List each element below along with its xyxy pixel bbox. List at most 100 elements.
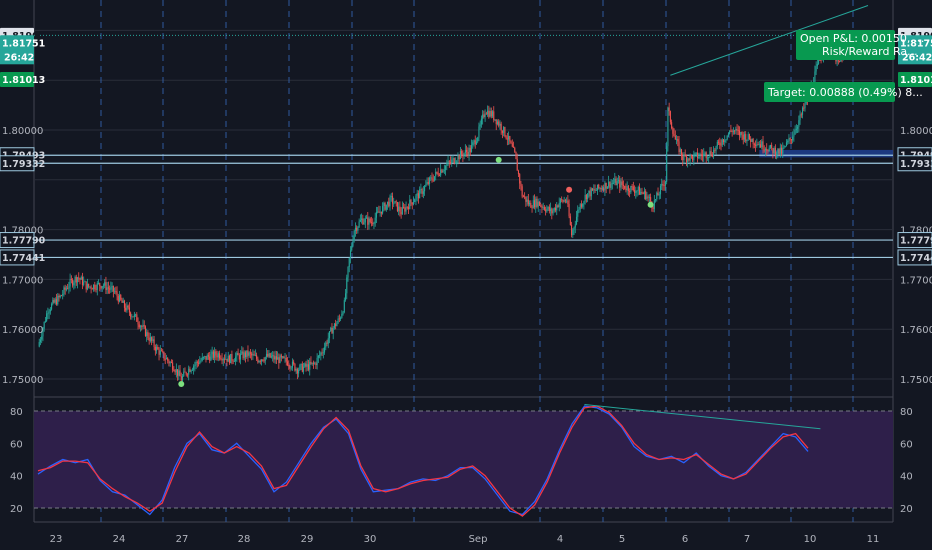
candle-body (600, 187, 602, 190)
candle-body (535, 198, 537, 208)
candle-body (162, 350, 164, 352)
candle-body (299, 365, 301, 371)
candle-body (149, 337, 151, 341)
candle-body (440, 169, 442, 176)
candle-body (138, 324, 140, 328)
candle-body (705, 152, 707, 159)
price-trend-line[interactable] (670, 5, 869, 76)
candle-body (514, 147, 516, 152)
y-tick-label-left: 1.77000 (2, 275, 43, 286)
x-tick-label: 23 (50, 534, 63, 545)
support-zone (759, 149, 893, 158)
candle-body (185, 372, 187, 375)
candle-body (571, 224, 573, 236)
y-tick-label-left: 1.76000 (2, 325, 43, 336)
candle-body (582, 204, 584, 207)
candle-body (794, 130, 796, 135)
candle-body (640, 191, 642, 195)
candle-body (767, 150, 769, 152)
candle-body (267, 353, 269, 357)
osc-tick-label-left: 60 (10, 439, 23, 450)
candle-body (304, 363, 306, 367)
candle-body (235, 356, 237, 362)
position-labels[interactable]: Open P&L: 0.00150, ...Risk/Reward Ra... T… (764, 30, 924, 102)
candle-body (563, 200, 565, 202)
target-box[interactable] (764, 82, 895, 102)
candle-body (237, 352, 239, 356)
candle-body (243, 352, 245, 359)
candle-body (668, 107, 670, 112)
candle-body (520, 183, 522, 187)
candle-body (153, 339, 155, 347)
candle-body (118, 294, 121, 302)
price-gridlines (34, 29, 893, 380)
candle-body (759, 144, 762, 148)
price-tag-right-border (897, 232, 932, 249)
candle-body (725, 139, 727, 141)
candle-body (466, 149, 468, 152)
candle-body (526, 199, 528, 202)
candle-body (432, 179, 434, 181)
candle-body (291, 361, 293, 368)
candle-body (650, 197, 652, 202)
candle-body (663, 185, 665, 186)
candle-body (636, 190, 638, 192)
candle-body (322, 352, 324, 354)
candle-body (305, 363, 307, 367)
candle-body (125, 307, 127, 311)
price-tag-left-border (0, 249, 35, 266)
candle-body (207, 355, 209, 357)
candle-body (818, 60, 820, 64)
candle-body (51, 304, 53, 310)
y-tick-label-right: 1.76000 (900, 325, 932, 336)
candle-body (256, 355, 258, 359)
candle-body (787, 141, 789, 143)
candle-body (758, 144, 760, 146)
candle-body (81, 277, 84, 285)
candle-body (778, 148, 780, 154)
candle-body (637, 187, 639, 191)
candle-body (698, 156, 700, 159)
trend-lines[interactable] (670, 5, 869, 76)
candle-body (469, 147, 471, 153)
candle-body (494, 119, 496, 121)
candle-body (706, 157, 708, 159)
candle-body (393, 203, 395, 205)
candle-body (391, 196, 394, 204)
candle-body (512, 146, 515, 148)
horizontal-levels[interactable] (34, 34, 893, 259)
candle-body (572, 229, 574, 236)
candle-body (500, 123, 502, 131)
pnl-box[interactable] (796, 30, 895, 60)
candle-body (503, 127, 505, 133)
candle-body (116, 291, 118, 297)
candle-body (790, 139, 792, 141)
candle-body (300, 363, 302, 366)
candle-body (357, 226, 359, 231)
candle-body (448, 161, 450, 163)
candle-body (638, 187, 641, 195)
candle-body (246, 350, 248, 357)
candle-body (662, 183, 664, 186)
candle-body (412, 202, 415, 205)
candle-body (436, 171, 438, 173)
candle-body (348, 257, 350, 267)
candle-body (374, 217, 376, 224)
x-tick-label: 7 (744, 534, 750, 545)
candle-body (692, 156, 694, 161)
candle-body (720, 145, 722, 146)
candle-body (168, 360, 170, 364)
y-tick-label-left: 1.80000 (2, 126, 43, 137)
candle-body (772, 148, 774, 154)
candle-body (273, 355, 275, 360)
candle-body (468, 147, 470, 156)
candle-body (106, 287, 108, 291)
candle-body (684, 154, 686, 157)
candle-body (566, 200, 568, 202)
candle-body (603, 188, 605, 191)
price-tag-left-bg (0, 155, 34, 171)
candle-body (370, 222, 373, 223)
candle-body (753, 143, 755, 145)
candle-body (800, 114, 802, 116)
